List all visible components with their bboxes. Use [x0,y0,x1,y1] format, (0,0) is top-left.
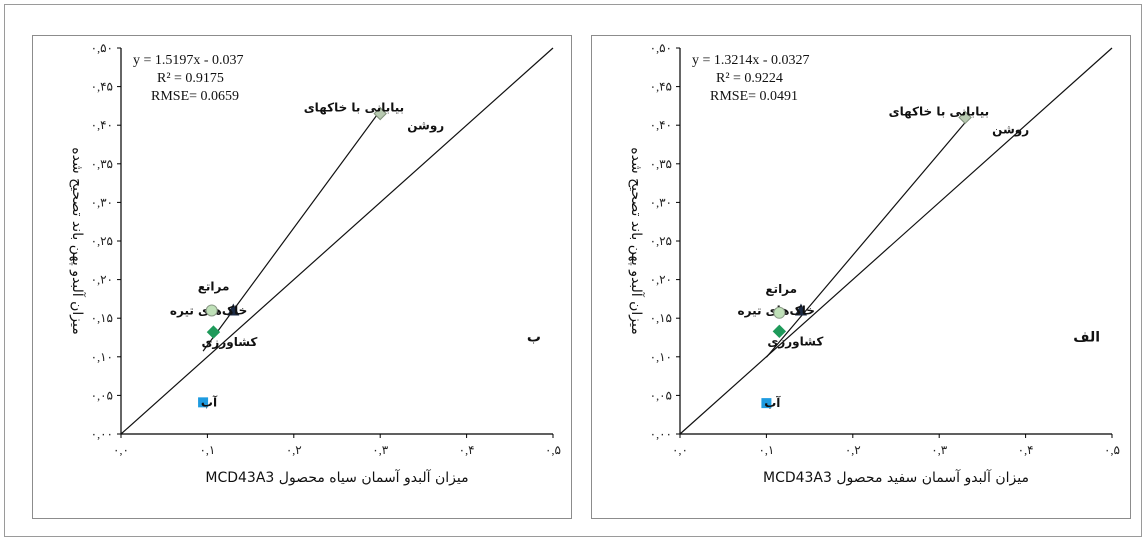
y-tick-label: ۰,۵۰ [650,41,672,55]
y-tick-label: ۰,۳۰ [650,195,672,209]
y-tick-label: ۰,۰۰ [650,427,672,441]
y-tick-label: ۰,۰۵ [91,388,113,402]
data-point-label: روشن [992,122,1029,137]
x-tick-label: ۰,۱ [199,443,215,457]
data-point-label: بیابانی با خاکهای [304,101,405,115]
one-to-one-line [120,47,554,435]
y-tick-label: ۰,۴۵ [650,80,672,94]
y-tick-label: ۰,۲۵ [91,234,113,248]
y-tick-label: ۰,۲۰ [650,273,672,287]
r-squared-label: R² = 0.9224 [716,71,783,86]
y-tick-label: ۰,۴۰ [91,118,113,132]
one-to-one-line [679,47,1113,435]
y-tick-label: ۰,۲۰ [91,273,113,287]
data-point-label: روشن [407,119,444,134]
data-point [794,303,807,316]
data-point [958,110,972,125]
data-point-label: آب [201,394,218,409]
data-point-label: کشاورزی [201,335,257,350]
x-tick-label: ۰,۳ [372,443,388,457]
y-tick-label: ۰,۰۰ [91,427,113,441]
data-point-label: بیابانی با خاکهای [889,104,990,118]
chart-panel-alef: ۰,۰۰ ۰,۰۵ ۰,۱۰ ۰,۱۵ ۰,۲۰ ۰,۲۵ ۰,۳۰ ۰,۳۵ ۰,۴۰ ۰,۴۵… [591,35,1131,519]
scatter-chart-b: ۰,۰۰ ۰,۰۵ ۰,۱۰ ۰,۱۵ ۰,۲۰ ۰,۲۵ ۰,۳۰ ۰,۳۵ ۰,۴۰ ۰,۴۵… [69,41,561,486]
data-point [761,398,772,409]
y-axis-title: میزان آلبدو پهن باند تصحیح شده [628,147,645,335]
data-point [772,324,787,339]
data-point-label: مراتع [765,282,797,296]
panel-letter: ب [527,329,541,345]
regression-equation: y = 1.5197x - 0.037 [133,53,244,68]
panel-letter: الف [1073,329,1100,345]
y-tick-label: ۰,۱۵ [91,311,113,325]
rmse-label: RMSE= 0.0659 [151,89,239,104]
data-point [373,106,387,121]
x-axis-title: میزان آلبدو آسمان سیاه محصول MCD43A3 [205,469,468,486]
data-point-label: مراتع [198,279,230,293]
scatter-chart-alef: ۰,۰۰ ۰,۰۵ ۰,۱۰ ۰,۱۵ ۰,۲۰ ۰,۲۵ ۰,۳۰ ۰,۳۵ ۰,۴۰ ۰,۴۵… [628,41,1120,486]
y-tick-label: ۰,۱۰ [91,350,113,364]
r-squared-label: R² = 0.9175 [157,71,224,86]
x-tick-label: ۰,۵ [1104,443,1120,457]
y-tick-label: ۰,۳۵ [650,157,672,171]
x-tick-label: ۰,۲ [845,443,861,457]
data-point [205,304,218,317]
x-tick-label: ۰,۲ [286,443,302,457]
x-tick-label: ۰,۴ [459,443,475,457]
x-tick-label: ۰,۱ [758,443,774,457]
data-point-label: آب [764,395,781,410]
x-tick-label: ۰,۳ [931,443,947,457]
y-tick-label: ۰,۰۵ [650,388,672,402]
y-tick-label: ۰,۳۰ [91,195,113,209]
y-tick-label: ۰,۴۰ [650,118,672,132]
x-tick-label: ۰,۵ [545,443,561,457]
y-axis-title: میزان آلبدو پهن باند تصحیح شده [69,147,86,335]
y-tick-label: ۰,۱۰ [650,350,672,364]
y-tick-label: ۰,۳۵ [91,157,113,171]
x-axis-title: میزان آلبدو آسمان سفید محصول MCD43A3 [763,469,1029,486]
chart-panel-b: ۰,۰۰ ۰,۰۵ ۰,۱۰ ۰,۱۵ ۰,۲۰ ۰,۲۵ ۰,۳۰ ۰,۳۵ ۰,۴۰ ۰,۴۵… [32,35,572,519]
x-tick-label: ۰,۰ [113,443,129,457]
data-point [206,325,221,339]
y-tick-label: ۰,۴۵ [91,80,113,94]
regression-equation: y = 1.3214x - 0.0327 [692,53,810,68]
y-tick-label: ۰,۱۵ [650,311,672,325]
data-point [198,397,209,408]
y-tick-label: ۰,۲۵ [650,234,672,248]
data-point [773,306,786,319]
x-tick-label: ۰,۰ [672,443,688,457]
regression-line [765,122,966,358]
x-tick-label: ۰,۴ [1018,443,1034,457]
y-tick-label: ۰,۵۰ [91,41,113,55]
rmse-label: RMSE= 0.0491 [710,89,798,104]
data-point [227,303,240,316]
data-point-label: کشاورزی [767,334,823,349]
